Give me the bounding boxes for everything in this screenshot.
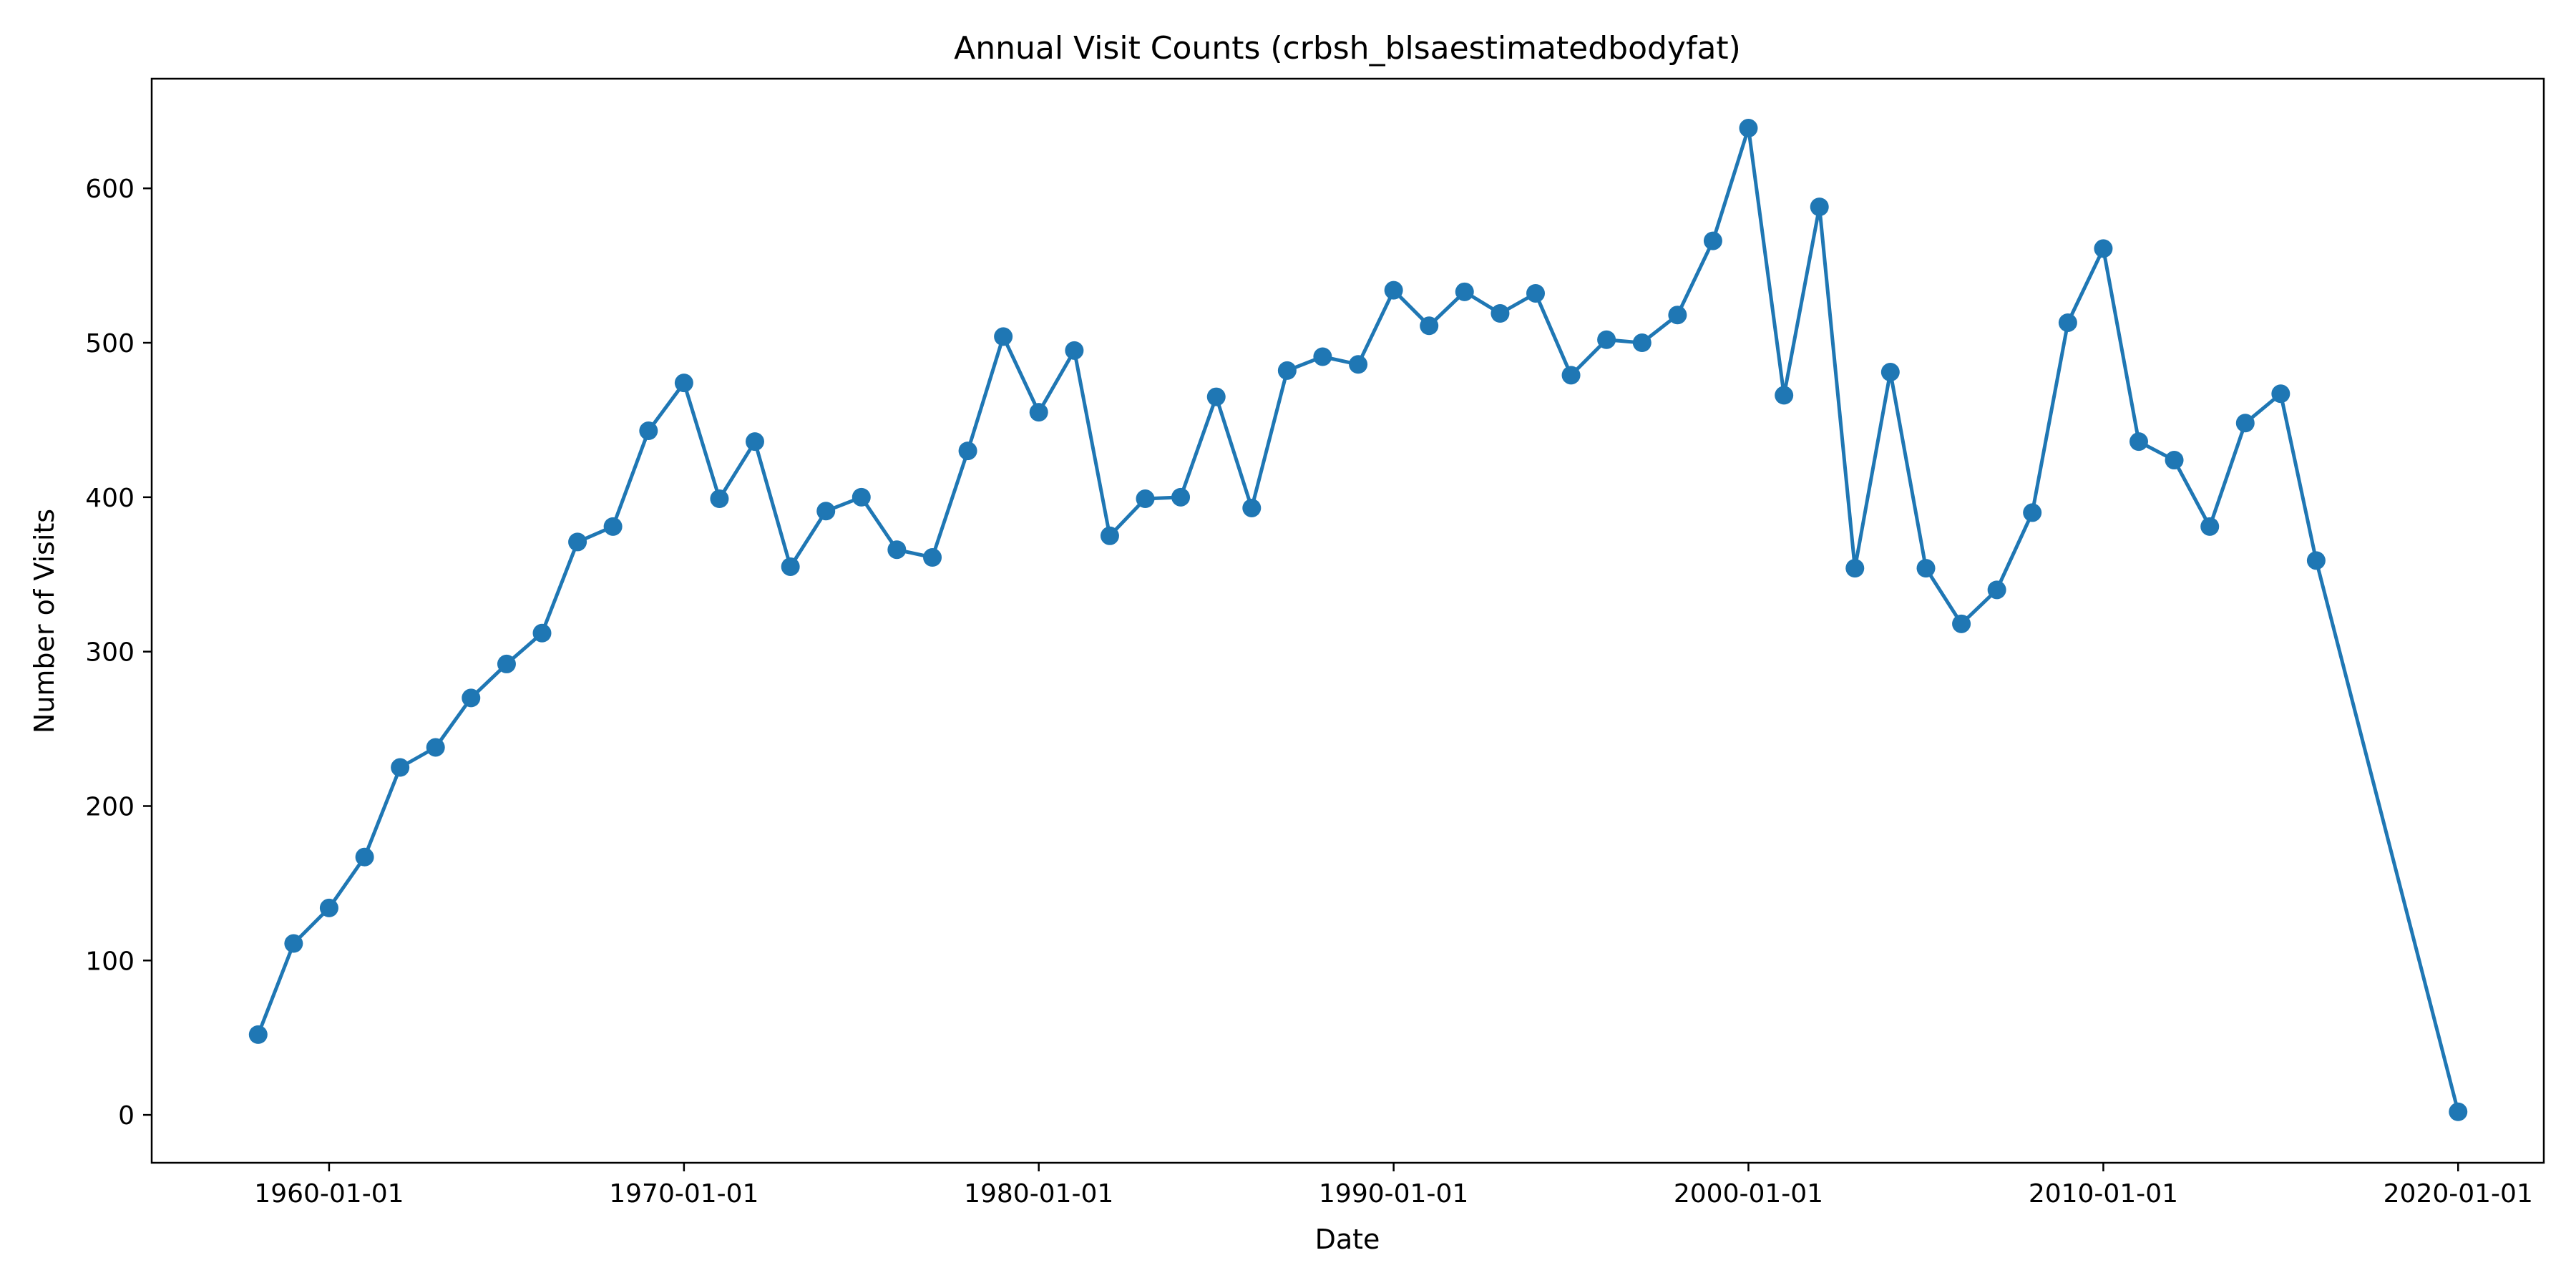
x-tick-label: 2000-01-01 — [1674, 1179, 1823, 1209]
data-point — [497, 654, 516, 673]
y-axis-ticks: 0 100 200 300 400 500 600 — [85, 175, 152, 1131]
data-point — [1916, 559, 1936, 578]
x-tick-label: 1990-01-01 — [1319, 1179, 1468, 1209]
data-point — [1775, 386, 1794, 405]
data-point — [923, 548, 942, 567]
data-point — [1987, 580, 2006, 600]
data-point — [355, 847, 374, 867]
data-point — [532, 623, 552, 643]
data-point — [391, 758, 410, 777]
data-point — [674, 374, 693, 393]
y-tick-label: 0 — [118, 1101, 135, 1131]
data-point — [1491, 304, 1510, 323]
x-axis-label: Date — [1315, 1224, 1380, 1255]
data-point — [1029, 403, 1048, 422]
data-point — [2129, 432, 2148, 452]
x-tick-label: 1980-01-01 — [964, 1179, 1113, 1209]
data-point — [1171, 487, 1191, 507]
data-point — [958, 441, 977, 461]
chart-title: Annual Visit Counts (crbsh_blsaestimated… — [954, 30, 1741, 67]
data-point — [2165, 451, 2184, 470]
data-point — [745, 432, 764, 452]
data-point — [781, 557, 800, 576]
data-point — [852, 487, 871, 507]
data-point — [1597, 330, 1616, 349]
y-tick-label: 500 — [85, 329, 135, 358]
data-point — [462, 688, 481, 708]
data-point — [2306, 551, 2326, 570]
data-point — [1242, 498, 1262, 517]
data-point — [1703, 231, 1722, 250]
x-tick-label: 1960-01-01 — [254, 1179, 404, 1209]
y-axis-label: Number of Visits — [29, 509, 60, 733]
data-point — [1100, 526, 1119, 545]
data-point — [887, 540, 907, 560]
data-point — [1880, 363, 1900, 382]
y-tick-label: 400 — [85, 484, 135, 513]
data-point — [1632, 333, 1652, 353]
data-point — [568, 532, 587, 552]
data-point — [1526, 283, 1546, 303]
y-tick-label: 200 — [85, 792, 135, 821]
data-point — [2023, 503, 2042, 522]
y-tick-label: 100 — [85, 947, 135, 976]
data-point — [2271, 384, 2290, 404]
data-point — [1065, 341, 1084, 360]
y-tick-label: 600 — [85, 175, 135, 204]
data-point — [1136, 489, 1155, 509]
data-point — [1277, 361, 1297, 380]
data-point — [1420, 316, 1439, 336]
data-point — [2058, 313, 2077, 332]
data-point — [2235, 414, 2255, 433]
data-point — [710, 489, 729, 509]
data-point — [603, 517, 623, 536]
data-point — [1313, 347, 1332, 366]
data-point — [2449, 1102, 2468, 1121]
data-point — [426, 738, 445, 757]
data-point — [1384, 280, 1403, 300]
data-point — [248, 1025, 268, 1044]
x-tick-label: 2010-01-01 — [2029, 1179, 2178, 1209]
data-point — [1455, 282, 1474, 301]
data-point — [1668, 306, 1687, 325]
data-point — [639, 421, 658, 441]
data-point — [1845, 559, 1865, 578]
data-point — [2200, 517, 2220, 536]
x-tick-label: 1970-01-01 — [609, 1179, 758, 1209]
data-point — [816, 502, 836, 521]
data-point — [2094, 239, 2113, 258]
data-point — [1561, 366, 1581, 385]
data-point — [1739, 119, 1758, 138]
y-tick-label: 300 — [85, 638, 135, 668]
data-point — [284, 934, 303, 953]
data-point — [1349, 355, 1368, 374]
data-point — [994, 327, 1013, 346]
data-point — [1206, 387, 1226, 406]
series-layer — [248, 119, 2468, 1121]
data-point — [319, 898, 338, 917]
x-axis-ticks: 1960-01-01 1970-01-01 1980-01-01 1990-01-01… — [254, 1163, 2533, 1209]
plot-area-frame — [150, 77, 2545, 1164]
x-tick-label: 2020-01-01 — [2384, 1179, 2533, 1209]
data-point — [1810, 197, 1829, 217]
data-point — [1952, 614, 1971, 633]
